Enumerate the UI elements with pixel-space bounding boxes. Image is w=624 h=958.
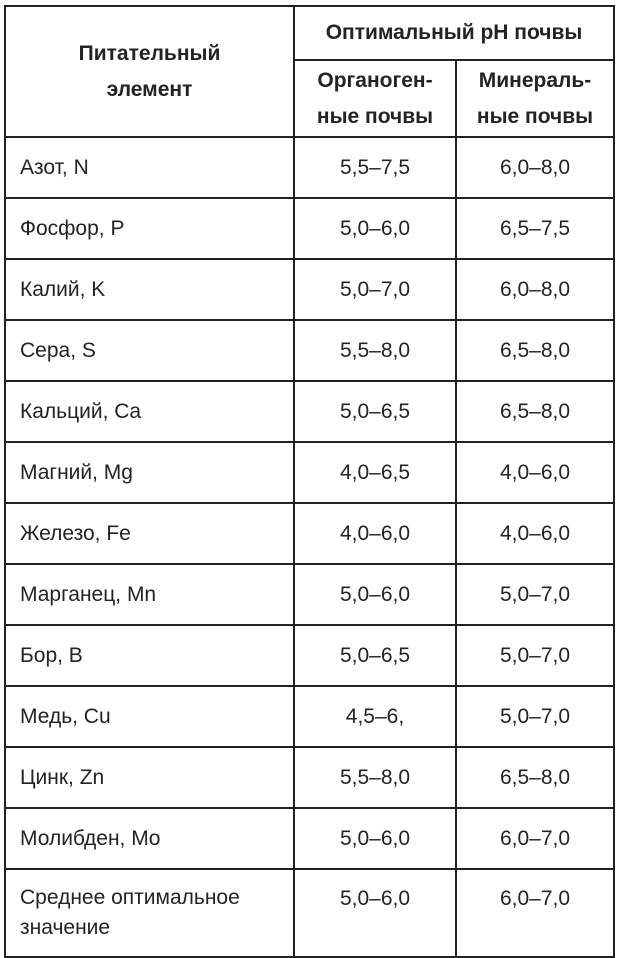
mineral-ph-cell: 6,0–8,0 bbox=[455, 136, 615, 200]
element-cell: Калий, K bbox=[4, 258, 295, 322]
header-row-sub: Органоген- ные почвы Минераль- ные почвы bbox=[5, 58, 615, 139]
table-row-potassium: Калий, K 5,0–7,0 6,0–8,0 bbox=[4, 258, 615, 322]
element-cell: Молибден, Mo bbox=[4, 807, 295, 871]
organogenic-ph-cell: 5,0–6,0 bbox=[293, 868, 457, 958]
table-row-copper: Медь, Cu 4,5–6, 5,0–7,0 bbox=[4, 685, 615, 749]
organogenic-ph-cell: 5,5–7,5 bbox=[293, 136, 457, 200]
mineral-ph-cell: 6,5–8,0 bbox=[455, 746, 615, 810]
organogenic-ph-cell: 4,5–6, bbox=[293, 685, 457, 749]
element-cell: Сера, S bbox=[4, 319, 295, 383]
header-mineral-soils: Минераль- ные почвы bbox=[455, 58, 615, 139]
element-cell: Среднее оптимальное значение bbox=[4, 868, 295, 958]
element-cell: Кальций, Ca bbox=[4, 380, 295, 444]
organogenic-ph-cell: 5,0–6,0 bbox=[293, 807, 457, 871]
header-nutrient-element-label: Питательный элемент bbox=[78, 42, 221, 101]
mineral-ph-cell: 6,0–8,0 bbox=[455, 258, 615, 322]
table-row-phosphorus: Фосфор, P 5,0–6,0 6,5–7,5 bbox=[4, 197, 615, 261]
organogenic-ph-cell: 5,0–7,0 bbox=[293, 258, 457, 322]
header-nutrient-element: Питательный элемент bbox=[4, 4, 295, 139]
mineral-ph-cell: 6,5–7,5 bbox=[455, 197, 615, 261]
mineral-ph-cell: 6,5–8,0 bbox=[455, 319, 615, 383]
table-row-molybdenum: Молибден, Mo 5,0–6,0 6,0–7,0 bbox=[4, 807, 615, 871]
soil-ph-table: Питательный элемент Оптимальный pH почвы… bbox=[4, 4, 615, 958]
organogenic-ph-cell: 5,0–6,0 bbox=[293, 197, 457, 261]
table-row-sulfur: Сера, S 5,5–8,0 6,5–8,0 bbox=[4, 319, 615, 383]
element-cell: Цинк, Zn bbox=[4, 746, 295, 810]
organogenic-ph-cell: 5,0–6,0 bbox=[293, 563, 457, 627]
header-organogenic-soils-label: Органоген- ные почвы bbox=[316, 69, 434, 128]
organogenic-ph-cell: 5,0–6,5 bbox=[293, 624, 457, 688]
element-cell: Медь, Cu bbox=[4, 685, 295, 749]
table-row-average-optimal: Среднее оптимальное значение 5,0–6,0 6,0… bbox=[4, 868, 615, 958]
header-optimal-ph: Оптимальный pH почвы bbox=[293, 5, 615, 61]
organogenic-ph-cell: 5,5–8,0 bbox=[293, 319, 457, 383]
table-row-magnesium: Магний, Mg 4,0–6,5 4,0–6,0 bbox=[4, 441, 615, 505]
element-cell: Магний, Mg bbox=[4, 441, 295, 505]
mineral-ph-cell: 5,0–7,0 bbox=[455, 563, 615, 627]
element-cell: Азот, N bbox=[4, 136, 295, 200]
mineral-ph-cell: 6,0–7,0 bbox=[455, 868, 615, 958]
organogenic-ph-cell: 5,0–6,5 bbox=[293, 380, 457, 444]
organogenic-ph-cell: 4,0–6,0 bbox=[293, 502, 457, 566]
organogenic-ph-cell: 5,5–8,0 bbox=[293, 746, 457, 810]
element-cell: Железо, Fe bbox=[4, 502, 295, 566]
table-row-manganese: Марганец, Mn 5,0–6,0 5,0–7,0 bbox=[4, 563, 615, 627]
table-row-nitrogen: Азот, N 5,5–7,5 6,0–8,0 bbox=[4, 136, 615, 200]
mineral-ph-cell: 5,0–7,0 bbox=[455, 624, 615, 688]
mineral-ph-cell: 4,0–6,0 bbox=[455, 441, 615, 505]
soil-ph-table-container: Питательный элемент Оптимальный pH почвы… bbox=[4, 4, 615, 958]
organogenic-ph-cell: 4,0–6,5 bbox=[293, 441, 457, 505]
mineral-ph-cell: 5,0–7,0 bbox=[455, 685, 615, 749]
mineral-ph-cell: 4,0–6,0 bbox=[455, 502, 615, 566]
element-cell: Фосфор, P bbox=[4, 197, 295, 261]
table-row-calcium: Кальций, Ca 5,0–6,5 6,5–8,0 bbox=[4, 380, 615, 444]
header-mineral-soils-label: Минераль- ные почвы bbox=[476, 69, 594, 128]
mineral-ph-cell: 6,5–8,0 bbox=[455, 380, 615, 444]
table-row-boron: Бор, B 5,0–6,5 5,0–7,0 bbox=[4, 624, 615, 688]
table-row-zinc: Цинк, Zn 5,5–8,0 6,5–8,0 bbox=[4, 746, 615, 810]
header-optimal-ph-label: Оптимальный pH почвы bbox=[325, 21, 583, 45]
mineral-ph-cell: 6,0–7,0 bbox=[455, 807, 615, 871]
element-cell: Бор, B bbox=[4, 624, 295, 688]
header-row-top: Питательный элемент Оптимальный pH почвы bbox=[4, 4, 615, 139]
header-organogenic-soils: Органоген- ные почвы bbox=[293, 58, 457, 139]
element-cell: Марганец, Mn bbox=[4, 563, 295, 627]
table-row-iron: Железо, Fe 4,0–6,0 4,0–6,0 bbox=[4, 502, 615, 566]
